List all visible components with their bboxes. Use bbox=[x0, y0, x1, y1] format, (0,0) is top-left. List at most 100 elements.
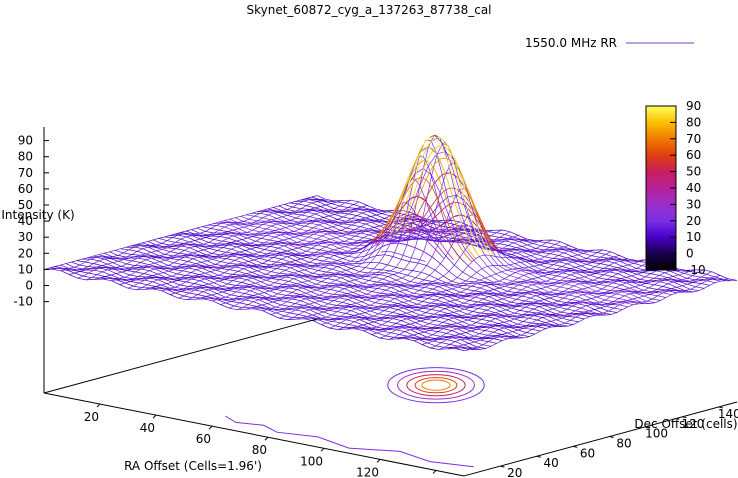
z-tick-label: 0 bbox=[25, 279, 33, 293]
x-tick-label: 40 bbox=[140, 421, 155, 435]
mesh-line-y bbox=[161, 220, 435, 292]
axes bbox=[43, 127, 738, 477]
colorbar-tick-label: 0 bbox=[686, 247, 694, 261]
y-axis-line bbox=[463, 401, 738, 477]
mesh-line-y bbox=[287, 214, 561, 320]
y-tick-label: 100 bbox=[645, 427, 668, 441]
colorbar-tick-label: 90 bbox=[686, 99, 701, 113]
mesh-line-y bbox=[253, 134, 528, 310]
mesh-line-y bbox=[363, 260, 637, 331]
mesh-peak-line bbox=[372, 195, 463, 261]
colorbar: -10 0 10 20 30 40 50 60 70 80 90 bbox=[645, 99, 706, 277]
y-tick-label: 120 bbox=[681, 417, 704, 431]
colorbar-tick-label: 10 bbox=[686, 230, 701, 244]
x-tick bbox=[376, 459, 381, 463]
mesh-line-y bbox=[463, 279, 738, 351]
mesh-line-y bbox=[60, 200, 334, 272]
mesh-line-y bbox=[127, 209, 402, 289]
mesh-line-x bbox=[82, 258, 503, 341]
z-tick-label: 90 bbox=[18, 134, 33, 148]
base-contour bbox=[387, 367, 485, 404]
mesh-line-y bbox=[346, 255, 620, 330]
mesh-line-y bbox=[203, 228, 477, 300]
mesh-line-y bbox=[321, 249, 595, 325]
x-tick-label: 60 bbox=[196, 432, 211, 446]
legend: 1550.0 MHz RR bbox=[525, 36, 694, 50]
chart-title: Skynet_60872_cyg_a_137263_87738_cal bbox=[246, 3, 491, 17]
mesh-peak-line bbox=[418, 201, 498, 249]
base-contour bbox=[406, 374, 466, 397]
base-contour bbox=[414, 377, 458, 394]
legend-label: 1550.0 MHz RR bbox=[525, 36, 617, 50]
mesh-peak-line bbox=[374, 214, 454, 261]
x-axis-line bbox=[43, 392, 465, 477]
mesh-line-y bbox=[337, 251, 612, 330]
colorbar-tick-label: 30 bbox=[686, 197, 701, 211]
mesh-line-y bbox=[94, 205, 368, 280]
mesh-peak-line bbox=[401, 157, 493, 248]
y-tick bbox=[718, 406, 723, 409]
mesh-peak-line bbox=[374, 159, 476, 259]
mesh-line-y bbox=[312, 250, 586, 321]
z-tick-label: 10 bbox=[18, 262, 33, 276]
surface-mesh bbox=[43, 133, 738, 351]
y-tick-label: 80 bbox=[616, 437, 631, 451]
y-tick bbox=[573, 445, 578, 448]
base-contour bbox=[225, 415, 474, 468]
mesh-line-y bbox=[85, 201, 360, 281]
colorbar-tick-label: 20 bbox=[686, 214, 701, 228]
mesh-line-y bbox=[153, 218, 427, 290]
y-tick bbox=[536, 455, 541, 458]
z-tick-label: 70 bbox=[18, 166, 33, 180]
x-tick bbox=[264, 436, 269, 441]
colorbar-tick-label: 60 bbox=[686, 148, 701, 162]
colorbar-ticks: -10 0 10 20 30 40 50 60 70 80 90 bbox=[670, 99, 706, 277]
mesh-line-x bbox=[169, 234, 590, 317]
mesh-line-y bbox=[111, 210, 385, 282]
mesh-peak-line bbox=[378, 242, 436, 260]
mesh-line-x bbox=[87, 256, 508, 340]
base-contour bbox=[421, 379, 451, 391]
mesh-line-y bbox=[421, 269, 696, 345]
mesh-line-x bbox=[43, 268, 465, 351]
tick-labels: 2040608010012014020406080100120140-10010… bbox=[13, 134, 738, 478]
mesh-line-y bbox=[186, 221, 460, 301]
mesh-line-y bbox=[455, 278, 729, 349]
mesh-line-y bbox=[144, 215, 418, 290]
mesh-peak-line bbox=[380, 250, 426, 262]
mesh-line-y bbox=[354, 258, 628, 330]
mesh-peak-line bbox=[381, 136, 484, 256]
y-tick-label: 60 bbox=[580, 446, 595, 460]
mesh-line-y bbox=[413, 270, 687, 341]
mesh-line-y bbox=[447, 275, 721, 350]
colorbar-tick-label: 80 bbox=[686, 115, 701, 129]
x-tick bbox=[152, 414, 157, 419]
mesh-peak-line bbox=[376, 230, 445, 260]
x-tick-label: 100 bbox=[300, 454, 323, 468]
mesh-line-y bbox=[430, 269, 704, 349]
back-axis-line bbox=[43, 318, 318, 394]
mesh-line-y bbox=[102, 208, 376, 280]
x-tick bbox=[320, 447, 325, 452]
z-tick-label: 40 bbox=[18, 214, 33, 228]
mesh-line-y bbox=[178, 219, 452, 299]
colorbar-tick-label: -10 bbox=[686, 263, 706, 277]
z-tick-label: 80 bbox=[18, 150, 33, 164]
x-tick-label: 80 bbox=[252, 443, 267, 457]
z-tick-label: -10 bbox=[13, 295, 33, 309]
mesh-line-x bbox=[65, 263, 486, 349]
y-tick-label: 20 bbox=[507, 466, 522, 478]
z-axis-label: Intensity (K) bbox=[1, 208, 74, 222]
y-tick bbox=[609, 436, 614, 438]
z-tick-label: 60 bbox=[18, 182, 33, 196]
z-tick-label: 30 bbox=[18, 230, 33, 244]
mesh-line-y bbox=[438, 271, 712, 350]
mesh-line-y bbox=[388, 261, 662, 340]
mesh-peak-line bbox=[392, 145, 495, 257]
x-tick-label: 20 bbox=[84, 410, 99, 424]
x-tick-label: 140 bbox=[412, 476, 435, 478]
y-tick bbox=[645, 426, 651, 429]
base-contour bbox=[397, 370, 475, 400]
colorbar-tick-label: 50 bbox=[686, 165, 701, 179]
